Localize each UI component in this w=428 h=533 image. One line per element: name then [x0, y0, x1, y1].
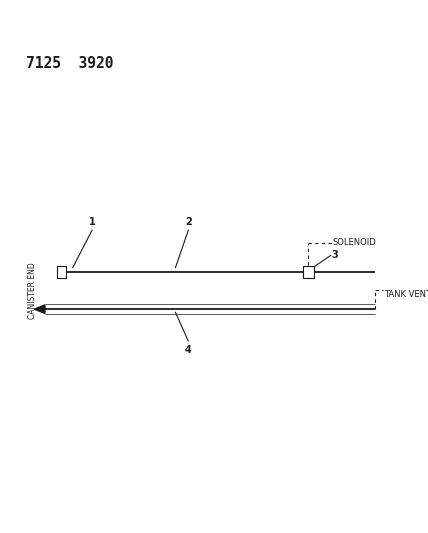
- Bar: [57, 266, 66, 278]
- Text: 7125  3920: 7125 3920: [26, 56, 113, 71]
- Text: TANK VENT: TANK VENT: [384, 290, 428, 299]
- Bar: [303, 266, 313, 278]
- Text: 3: 3: [332, 251, 339, 260]
- Text: 2: 2: [185, 216, 192, 227]
- Text: SOLENOID: SOLENOID: [333, 238, 377, 247]
- Text: 1: 1: [89, 216, 95, 227]
- Text: CANISTER END: CANISTER END: [27, 262, 37, 319]
- Text: 4: 4: [185, 345, 192, 355]
- Polygon shape: [34, 305, 45, 313]
